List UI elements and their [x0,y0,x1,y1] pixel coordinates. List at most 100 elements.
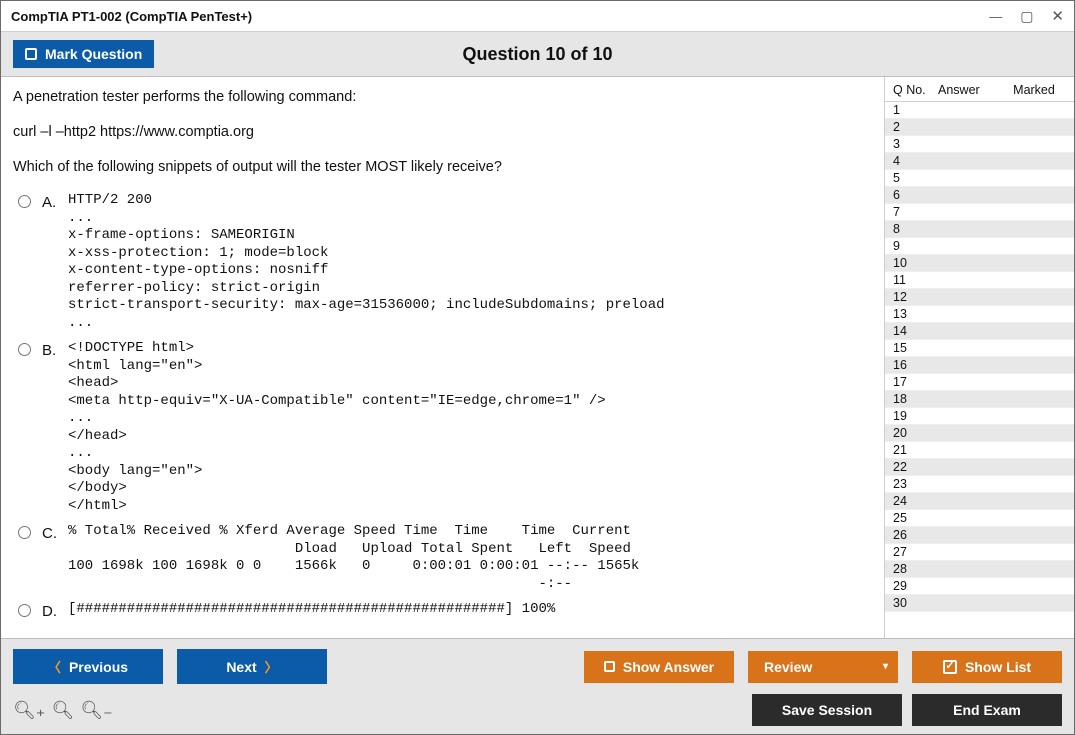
question-list-row[interactable]: 12 [885,289,1074,306]
review-label: Review [764,659,812,675]
question-list-row[interactable]: 14 [885,323,1074,340]
answer-radio[interactable] [18,195,31,208]
question-list-row[interactable]: 3 [885,136,1074,153]
question-list-row[interactable]: 6 [885,187,1074,204]
zoom-in-icon[interactable]: 🔍︎₊ [13,700,45,721]
question-list-row[interactable]: 28 [885,561,1074,578]
question-number: 30 [893,596,938,610]
show-answer-label: Show Answer [623,659,714,675]
question-list-row[interactable]: 7 [885,204,1074,221]
question-number: 5 [893,171,938,185]
chevron-left-icon: 〈 [48,657,61,676]
question-number: 12 [893,290,938,304]
answer-option-letter: A. [42,192,60,214]
question-list-row[interactable]: 5 [885,170,1074,187]
question-line-3: Which of the following snippets of outpu… [13,157,876,178]
zoom-reset-icon[interactable]: 🔍︎ [51,700,74,721]
question-list-row[interactable]: 20 [885,425,1074,442]
question-list-row[interactable]: 4 [885,153,1074,170]
question-list-row[interactable]: 18 [885,391,1074,408]
window-controls: — ▢ ✕ [989,7,1064,25]
question-number: 4 [893,154,938,168]
question-list-row[interactable]: 29 [885,578,1074,595]
question-number: 10 [893,256,938,270]
zoom-out-icon[interactable]: 🔍︎₋ [80,700,112,721]
dropdown-icon: ▾ [883,661,888,672]
answer-option[interactable]: A. HTTP/2 200 ... x-frame-options: SAMEOR… [13,192,876,332]
answer-radio[interactable] [18,526,31,539]
question-pane[interactable]: A penetration tester performs the follow… [1,77,884,638]
question-number: 11 [893,273,938,287]
question-list-row[interactable]: 24 [885,493,1074,510]
options-container: A. HTTP/2 200 ... x-frame-options: SAMEOR… [13,192,876,623]
mark-question-button[interactable]: Mark Question [13,40,154,68]
question-list-row[interactable]: 22 [885,459,1074,476]
question-list-row[interactable]: 17 [885,374,1074,391]
check-icon: ✓ [943,660,957,674]
question-list-row[interactable]: 26 [885,527,1074,544]
close-icon[interactable]: ✕ [1051,7,1064,25]
answer-option[interactable]: B.<!DOCTYPE html> <html lang="en"> <head… [13,340,876,515]
question-number: 27 [893,545,938,559]
question-number: 8 [893,222,938,236]
question-number: 6 [893,188,938,202]
end-exam-button[interactable]: End Exam [912,694,1062,726]
question-list-row[interactable]: 11 [885,272,1074,289]
end-exam-label: End Exam [953,702,1021,718]
question-list-row[interactable]: 23 [885,476,1074,493]
question-list-row[interactable]: 1 [885,102,1074,119]
minimize-icon[interactable]: — [989,9,1002,24]
question-number: 19 [893,409,938,423]
question-number: 9 [893,239,938,253]
question-number: 22 [893,460,938,474]
question-list-row[interactable]: 30 [885,595,1074,612]
question-list-row[interactable]: 8 [885,221,1074,238]
answer-radio[interactable] [18,604,31,617]
next-button[interactable]: Next 〉 [177,649,327,684]
question-list-row[interactable]: 13 [885,306,1074,323]
question-list-panel: Q No. Answer Marked 12345678910111213141… [884,77,1074,638]
answer-option-code: HTTP/2 200 ... x-frame-options: SAMEORIG… [68,192,665,332]
question-list-row[interactable]: 10 [885,255,1074,272]
question-counter: Question 10 of 10 [1,44,1074,65]
question-number: 14 [893,324,938,338]
question-number: 15 [893,341,938,355]
show-list-button[interactable]: ✓ Show List [912,651,1062,683]
answer-option[interactable]: C.% Total% Received % Xferd Average Spee… [13,523,876,593]
mark-question-label: Mark Question [45,46,142,62]
question-line-2: curl –l –http2 https://www.comptia.org [13,122,876,143]
maximize-icon[interactable]: ▢ [1020,8,1033,25]
show-list-label: Show List [965,659,1031,675]
answer-option[interactable]: D.[#####################################… [13,601,876,623]
header-answer: Answer [938,83,998,97]
question-list-row[interactable]: 21 [885,442,1074,459]
save-session-label: Save Session [782,702,872,718]
previous-label: Previous [69,659,128,675]
previous-button[interactable]: 〈 Previous [13,649,163,684]
review-button[interactable]: Review ▾ [748,651,898,683]
question-number: 23 [893,477,938,491]
question-list[interactable]: 1234567891011121314151617181920212223242… [885,102,1074,638]
question-list-row[interactable]: 16 [885,357,1074,374]
save-session-button[interactable]: Save Session [752,694,902,726]
show-answer-button[interactable]: Show Answer [584,651,734,683]
question-number: 29 [893,579,938,593]
question-line-1: A penetration tester performs the follow… [13,87,876,108]
header-qno: Q No. [893,83,938,97]
question-list-row[interactable]: 27 [885,544,1074,561]
square-icon [604,661,615,672]
titlebar: CompTIA PT1-002 (CompTIA PenTest+) — ▢ ✕ [1,1,1074,32]
app-window: CompTIA PT1-002 (CompTIA PenTest+) — ▢ ✕… [0,0,1075,735]
checkbox-icon [25,48,37,60]
question-list-row[interactable]: 19 [885,408,1074,425]
question-list-row[interactable]: 2 [885,119,1074,136]
zoom-controls: 🔍︎₊ 🔍︎ 🔍︎₋ [13,700,113,721]
question-list-row[interactable]: 9 [885,238,1074,255]
answer-option-letter: B. [42,340,60,362]
question-number: 7 [893,205,938,219]
next-label: Next [226,659,256,675]
question-number: 26 [893,528,938,542]
answer-radio[interactable] [18,343,31,356]
question-list-row[interactable]: 25 [885,510,1074,527]
question-list-row[interactable]: 15 [885,340,1074,357]
